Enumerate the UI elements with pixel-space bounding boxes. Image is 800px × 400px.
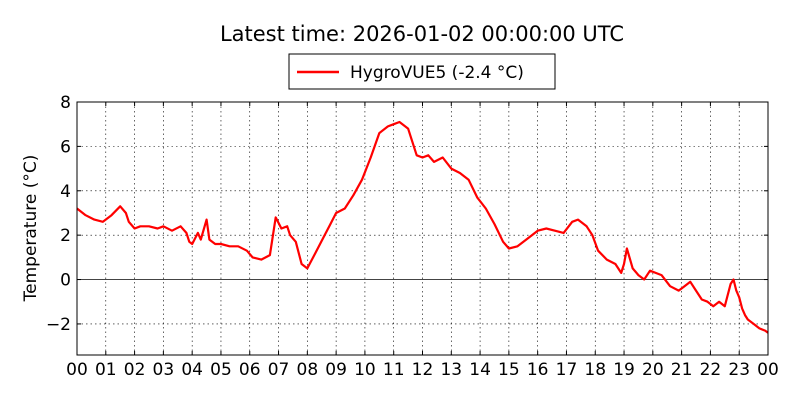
x-tick-label: 02 [124, 360, 146, 380]
x-tick-label: 12 [412, 360, 434, 380]
y-tick-label: 0 [60, 271, 71, 291]
y-axis: −2 0 2 4 6 8 [46, 93, 768, 335]
x-tick-label: 13 [440, 360, 462, 380]
x-tick-label: 23 [728, 360, 750, 380]
x-tick-label: 00 [757, 360, 779, 380]
y-tick-label: 8 [60, 93, 71, 113]
x-tick-label: 07 [268, 360, 290, 380]
chart-title: Latest time: 2026-01-02 00:00:00 UTC [220, 22, 624, 46]
y-tick-label: 4 [60, 182, 71, 202]
legend: HygroVUE5 (-2.4 °C) [288, 53, 556, 90]
x-tick-label: 09 [325, 360, 347, 380]
x-tick-label: 10 [354, 360, 376, 380]
x-axis: 00 01 02 03 04 05 06 07 08 09 10 11 12 13 14 15 16 17 18 19… [66, 102, 779, 380]
x-tick-label: 16 [527, 360, 549, 380]
legend-label: HygroVUE5 (-2.4 °C) [350, 63, 524, 83]
x-tick-label: 19 [613, 360, 635, 380]
x-tick-label: 03 [153, 360, 175, 380]
x-tick-label: 06 [239, 360, 261, 380]
x-tick-label: 00 [66, 360, 88, 380]
series-line [76, 120, 769, 334]
y-axis-label: Temperature (°C) [21, 155, 41, 303]
x-tick-label: 08 [297, 360, 319, 380]
x-tick-label: 18 [584, 360, 606, 380]
x-tick-label: 05 [210, 360, 232, 380]
x-tick-label: 14 [469, 360, 491, 380]
series-layer [76, 120, 769, 334]
x-tick-label: 22 [700, 360, 722, 380]
x-tick-label: 15 [498, 360, 520, 380]
x-tick-label: 20 [642, 360, 664, 380]
x-tick-label: 01 [95, 360, 117, 380]
x-tick-label: 11 [383, 360, 405, 380]
grid [76, 101, 769, 355]
x-tick-label: 21 [671, 360, 693, 380]
y-tick-label: −2 [46, 315, 71, 335]
y-tick-label: 2 [60, 226, 71, 246]
x-tick-label: 17 [556, 360, 578, 380]
x-tick-label: 04 [181, 360, 203, 380]
y-tick-label: 6 [60, 137, 71, 157]
